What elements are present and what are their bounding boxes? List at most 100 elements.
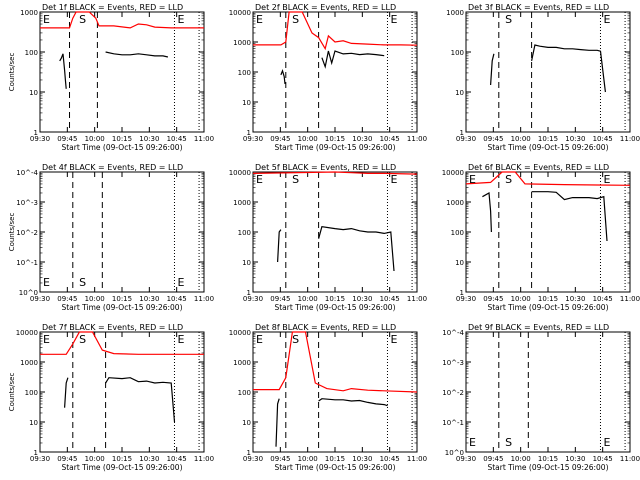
y-tick-label: 1000 [233, 39, 251, 47]
y-tick-label: 1000 [446, 199, 464, 207]
series-events [318, 226, 395, 272]
marker-label: S [505, 436, 512, 449]
x-tick-label: 10:15 [538, 455, 558, 463]
x-tick-label: 10:00 [85, 455, 105, 463]
y-axis-label: Counts/sec [8, 213, 16, 252]
panel-6: Det 6f BLACK = Events, RED = LLD 1 10 100 10… [442, 163, 640, 312]
series-events [64, 377, 69, 408]
marker-label: E [256, 333, 263, 346]
x-tick-label: 10:30 [352, 135, 372, 143]
x-tick-label: 10:00 [298, 135, 318, 143]
y-tick-label: 100 [451, 229, 464, 237]
plot-frame [465, 331, 631, 453]
plot-frame [252, 331, 418, 453]
x-tick-label: 09:30 [243, 295, 263, 303]
marker-label: S [79, 13, 86, 26]
marker-label: S [79, 276, 86, 289]
x-tick-label: 10:45 [593, 455, 613, 463]
marker-label: S [292, 173, 299, 186]
y-tick-label: 100 [238, 229, 251, 237]
y-tick-label: 1 [247, 289, 251, 297]
series-events [277, 229, 282, 263]
y-tick-label: 10^-4 [16, 169, 38, 177]
x-tick-label: 09:30 [456, 455, 476, 463]
series-lld [253, 331, 418, 393]
x-tick-label: 11:00 [407, 135, 427, 143]
x-tick-label: 10:15 [325, 455, 345, 463]
y-tick-label: 100 [451, 49, 464, 57]
x-tick-label: 10:30 [565, 295, 585, 303]
marker-label: E [390, 173, 397, 186]
x-tick-label: 09:45 [483, 455, 503, 463]
panel-title: Det 6f BLACK = Events, RED = LLD [468, 163, 609, 172]
y-tick-label: 10^-3 [16, 199, 38, 207]
panel-title: Det 3f BLACK = Events, RED = LLD [468, 3, 609, 12]
x-tick-label: 10:30 [139, 295, 159, 303]
marker-label: E [256, 173, 263, 186]
marker-label: E [469, 436, 476, 449]
series-events [482, 192, 492, 233]
x-tick-label: 09:45 [270, 135, 290, 143]
x-tick-label: 10:30 [352, 295, 372, 303]
x-tick-label: 10:00 [511, 135, 531, 143]
series-events [275, 398, 280, 447]
y-tick-label: 10^-4 [442, 329, 464, 337]
y-tick-label: 10000 [442, 169, 464, 177]
x-axis-label: Start Time (09-Oct-15 09:26:00) [61, 143, 182, 152]
y-tick-label: 10 [242, 259, 251, 267]
series-events [321, 50, 385, 69]
marker-label: E [390, 333, 397, 346]
plot-frame [252, 11, 418, 133]
y-tick-label: 10 [29, 89, 38, 97]
x-tick-label: 10:30 [352, 455, 372, 463]
x-tick-label: 09:45 [57, 295, 77, 303]
panel-title: Det 7f BLACK = Events, RED = LLD [42, 323, 183, 332]
series-events [105, 377, 176, 423]
x-tick-label: 11:00 [194, 295, 214, 303]
x-tick-label: 09:30 [30, 135, 50, 143]
y-tick-label: 1000 [20, 359, 38, 367]
x-axis-label: Start Time (09-Oct-15 09:26:00) [487, 143, 608, 152]
x-tick-label: 11:00 [407, 455, 427, 463]
plot-frame [465, 171, 631, 293]
marker-label: S [79, 333, 86, 346]
panel-title: Det 2f BLACK = Events, RED = LLD [255, 3, 396, 12]
marker-label: S [292, 333, 299, 346]
panel-7: Det 7f BLACK = Events, RED = LLD 1 10 100 10… [8, 323, 214, 472]
x-tick-label: 09:45 [270, 295, 290, 303]
x-tick-label: 09:45 [270, 455, 290, 463]
y-axis-label: Counts/sec [8, 373, 16, 412]
marker-label: S [505, 173, 512, 186]
series-lld [40, 11, 204, 29]
marker-label: E [603, 173, 610, 186]
x-tick-label: 10:45 [380, 135, 400, 143]
y-tick-label: 100 [238, 69, 251, 77]
panel-title: Det 9f BLACK = Events, RED = LLD [468, 323, 609, 332]
panel-3: Det 3f BLACK = Events, RED = LLD 1 10 100 10… [446, 3, 640, 152]
series-events [105, 51, 169, 58]
series-events [490, 53, 495, 86]
x-tick-label: 10:15 [538, 135, 558, 143]
x-tick-label: 11:00 [620, 135, 640, 143]
marker-label: E [603, 13, 610, 26]
x-tick-label: 10:00 [85, 295, 105, 303]
series-events [318, 398, 388, 407]
y-tick-label: 10^-2 [16, 229, 38, 237]
y-tick-label: 10 [242, 99, 251, 107]
marker-label: E [469, 173, 476, 186]
y-tick-label: 1 [460, 129, 464, 137]
x-axis-label: Start Time (09-Oct-15 09:26:00) [61, 463, 182, 472]
x-tick-label: 09:30 [456, 295, 476, 303]
x-tick-label: 11:00 [194, 455, 214, 463]
y-tick-label: 10 [29, 419, 38, 427]
marker-label: E [177, 333, 184, 346]
marker-label: S [505, 13, 512, 26]
y-tick-label: 1 [460, 289, 464, 297]
panel-title: Det 8f BLACK = Events, RED = LLD [255, 323, 396, 332]
x-axis-label: Start Time (09-Oct-15 09:26:00) [274, 303, 395, 312]
y-tick-label: 10 [455, 89, 464, 97]
x-tick-label: 11:00 [620, 295, 640, 303]
y-tick-label: 10 [455, 259, 464, 267]
plot-frame [465, 11, 631, 133]
